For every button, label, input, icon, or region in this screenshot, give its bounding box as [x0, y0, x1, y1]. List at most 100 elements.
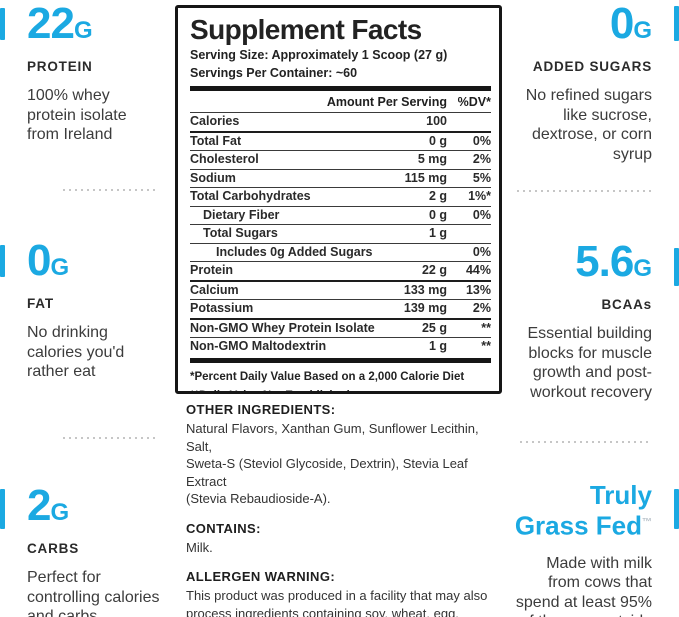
- nutrient-amount: 25 g: [421, 320, 447, 335]
- row-cholesterol: Cholesterol 5 mg 2%: [190, 150, 491, 169]
- row-sodium: Sodium 115 mg 5%: [190, 168, 491, 188]
- ingredients-details: OTHER INGREDIENTS: Natural Flavors, Xant…: [186, 402, 508, 617]
- nutrient-amount: 5 mg: [417, 152, 447, 166]
- thick-divider: [190, 86, 491, 91]
- nutrient-dv: 0%: [472, 133, 491, 148]
- stat-bcaas: 5.6G BCAAs Essential building blocks for…: [502, 237, 652, 402]
- nutrient-name: Total Fat: [190, 133, 242, 148]
- panel-title: Supplement Facts: [190, 14, 422, 45]
- stat-description: No drinking calories you'd rather eat: [27, 324, 125, 380]
- stat-label: FAT: [27, 296, 54, 311]
- stat-description: Made with milk from cows that spend at l…: [515, 554, 652, 617]
- nutrient-name: Protein: [190, 263, 234, 277]
- row-total-fat: Total Fat 0 g 0%: [190, 130, 491, 151]
- stat-value: 0G: [609, 0, 652, 48]
- edge-accent-bar: [674, 248, 679, 286]
- grass-fed-line2: Grass Fed: [514, 510, 642, 541]
- nutrient-amount: 100: [426, 114, 447, 128]
- row-potassium: Potassium 139 mg 2%: [190, 299, 491, 318]
- stat-description: No refined sugars like sucrose, dextrose…: [525, 87, 652, 163]
- row-protein: Protein 22 g 44%: [190, 261, 491, 280]
- nutrient-amount: 1 g: [428, 339, 447, 353]
- nutrient-dv: 13%: [465, 282, 491, 297]
- edge-accent-bar: [0, 245, 5, 277]
- footnote-not-established: **Daily Value Not Established: [190, 388, 491, 392]
- nutrient-name: Non-GMO Whey Protein Isolate: [190, 320, 375, 335]
- allergen-warning-text: This product was produced in a facility …: [186, 588, 488, 617]
- unit-grams: G: [73, 17, 93, 44]
- nutrient-dv: **: [481, 339, 491, 353]
- table-header: Amount Per Serving %DV*: [190, 91, 491, 112]
- nutrient-name: Total Sugars: [203, 226, 278, 240]
- edge-accent-bar: [674, 6, 679, 41]
- stat-value: 0G: [27, 236, 70, 285]
- header-dv: %DV*: [457, 95, 491, 109]
- nutrient-name: Dietary Fiber: [203, 207, 280, 222]
- stat-description: Essential building blocks for muscle gro…: [527, 325, 652, 401]
- nutrient-amount: 133 mg: [403, 282, 447, 297]
- thick-divider: [190, 357, 491, 363]
- stat-value: 5.6G: [575, 237, 652, 286]
- stat-fat: 0G FAT No drinking calories you'd rather…: [27, 236, 177, 382]
- stat-value: 2G: [27, 481, 70, 530]
- stat-protein: 22G PROTEIN 100% whey protein isolate fr…: [27, 0, 177, 145]
- edge-accent-bar: [0, 8, 5, 40]
- stat-description: Perfect for controlling calories and car…: [27, 569, 160, 617]
- nutrient-dv: 0%: [472, 244, 491, 259]
- dotted-divider: [520, 441, 652, 443]
- header-amount: Amount Per Serving: [326, 95, 447, 109]
- nutrient-dv: 0%: [472, 207, 491, 222]
- nutrient-amount: 22 g: [421, 263, 447, 277]
- stat-value: 22G: [27, 0, 93, 48]
- stat-added-sugars: 0G ADDED SUGARS No refined sugars like s…: [502, 0, 652, 164]
- row-total-sugars: Total Sugars 1 g: [190, 224, 491, 243]
- servings-per-container: Servings Per Container: ~60: [190, 66, 358, 80]
- trademark-symbol: ™: [642, 517, 652, 528]
- other-ingredients-heading: OTHER INGREDIENTS:: [186, 402, 336, 417]
- edge-accent-bar: [0, 489, 5, 529]
- nutrient-amount: 115 mg: [404, 170, 447, 185]
- stat-label: ADDED SUGARS: [532, 59, 652, 74]
- row-total-carbohydrates: Total Carbohydrates 2 g 1%*: [190, 187, 491, 206]
- row-whey-protein-isolate: Non-GMO Whey Protein Isolate 25 g **: [190, 317, 491, 338]
- nutrient-dv: 1%*: [468, 189, 491, 203]
- nutrient-name: Calories: [190, 114, 240, 128]
- supplement-facts-panel: Supplement Facts Serving Size: Approxima…: [175, 5, 502, 394]
- dotted-divider: [517, 190, 653, 192]
- spacer: [186, 556, 508, 569]
- spacer: [186, 508, 508, 521]
- nutrient-name: Includes 0g Added Sugars: [216, 244, 373, 259]
- contains-heading: CONTAINS:: [186, 520, 261, 536]
- serving-size: Serving Size: Approximately 1 Scoop (27 …: [190, 48, 448, 62]
- row-added-sugars: Includes 0g Added Sugars 0%: [190, 242, 491, 262]
- footnote-dv: *Percent Daily Value Based on a 2,000 Ca…: [190, 370, 465, 383]
- nutrient-name: Cholesterol: [190, 152, 259, 166]
- nutrient-name: Non-GMO Maltodextrin: [190, 339, 327, 353]
- nutrient-name: Sodium: [190, 170, 236, 185]
- edge-accent-bar: [674, 489, 679, 529]
- unit-grams: G: [633, 255, 652, 282]
- nutrient-dv: 44%: [465, 263, 491, 277]
- stat-description: 100% whey protein isolate from Ireland: [27, 87, 127, 143]
- nutrient-dv: 5%: [472, 170, 491, 185]
- nutrient-name: Total Carbohydrates: [190, 189, 311, 203]
- nutrient-amount: 139 mg: [403, 301, 447, 315]
- unit-grams: G: [50, 499, 70, 526]
- contains-text: Milk.: [186, 539, 213, 555]
- nutrient-amount: 1 g: [428, 226, 447, 240]
- row-dietary-fiber: Dietary Fiber 0 g 0%: [190, 205, 491, 225]
- dotted-divider: [63, 437, 156, 439]
- grass-fed-line1: Truly: [589, 480, 652, 510]
- unit-grams: G: [633, 17, 652, 44]
- other-ingredients-text: Natural Flavors, Xanthan Gum, Sunflower …: [186, 421, 479, 506]
- nutrient-dv: **: [481, 320, 491, 335]
- allergen-warning-heading: ALLERGEN WARNING:: [186, 569, 336, 584]
- unit-grams: G: [50, 254, 70, 281]
- stat-label: BCAAs: [601, 297, 652, 312]
- stat-carbs: 2G CARBS Perfect for controlling calorie…: [27, 481, 177, 617]
- nutrient-name: Potassium: [190, 301, 254, 315]
- stat-label: CARBS: [27, 541, 80, 556]
- row-maltodextrin: Non-GMO Maltodextrin 1 g **: [190, 337, 491, 356]
- badge-truly-grass-fed: Truly Grass Fed™ Made with milk from cow…: [502, 482, 652, 617]
